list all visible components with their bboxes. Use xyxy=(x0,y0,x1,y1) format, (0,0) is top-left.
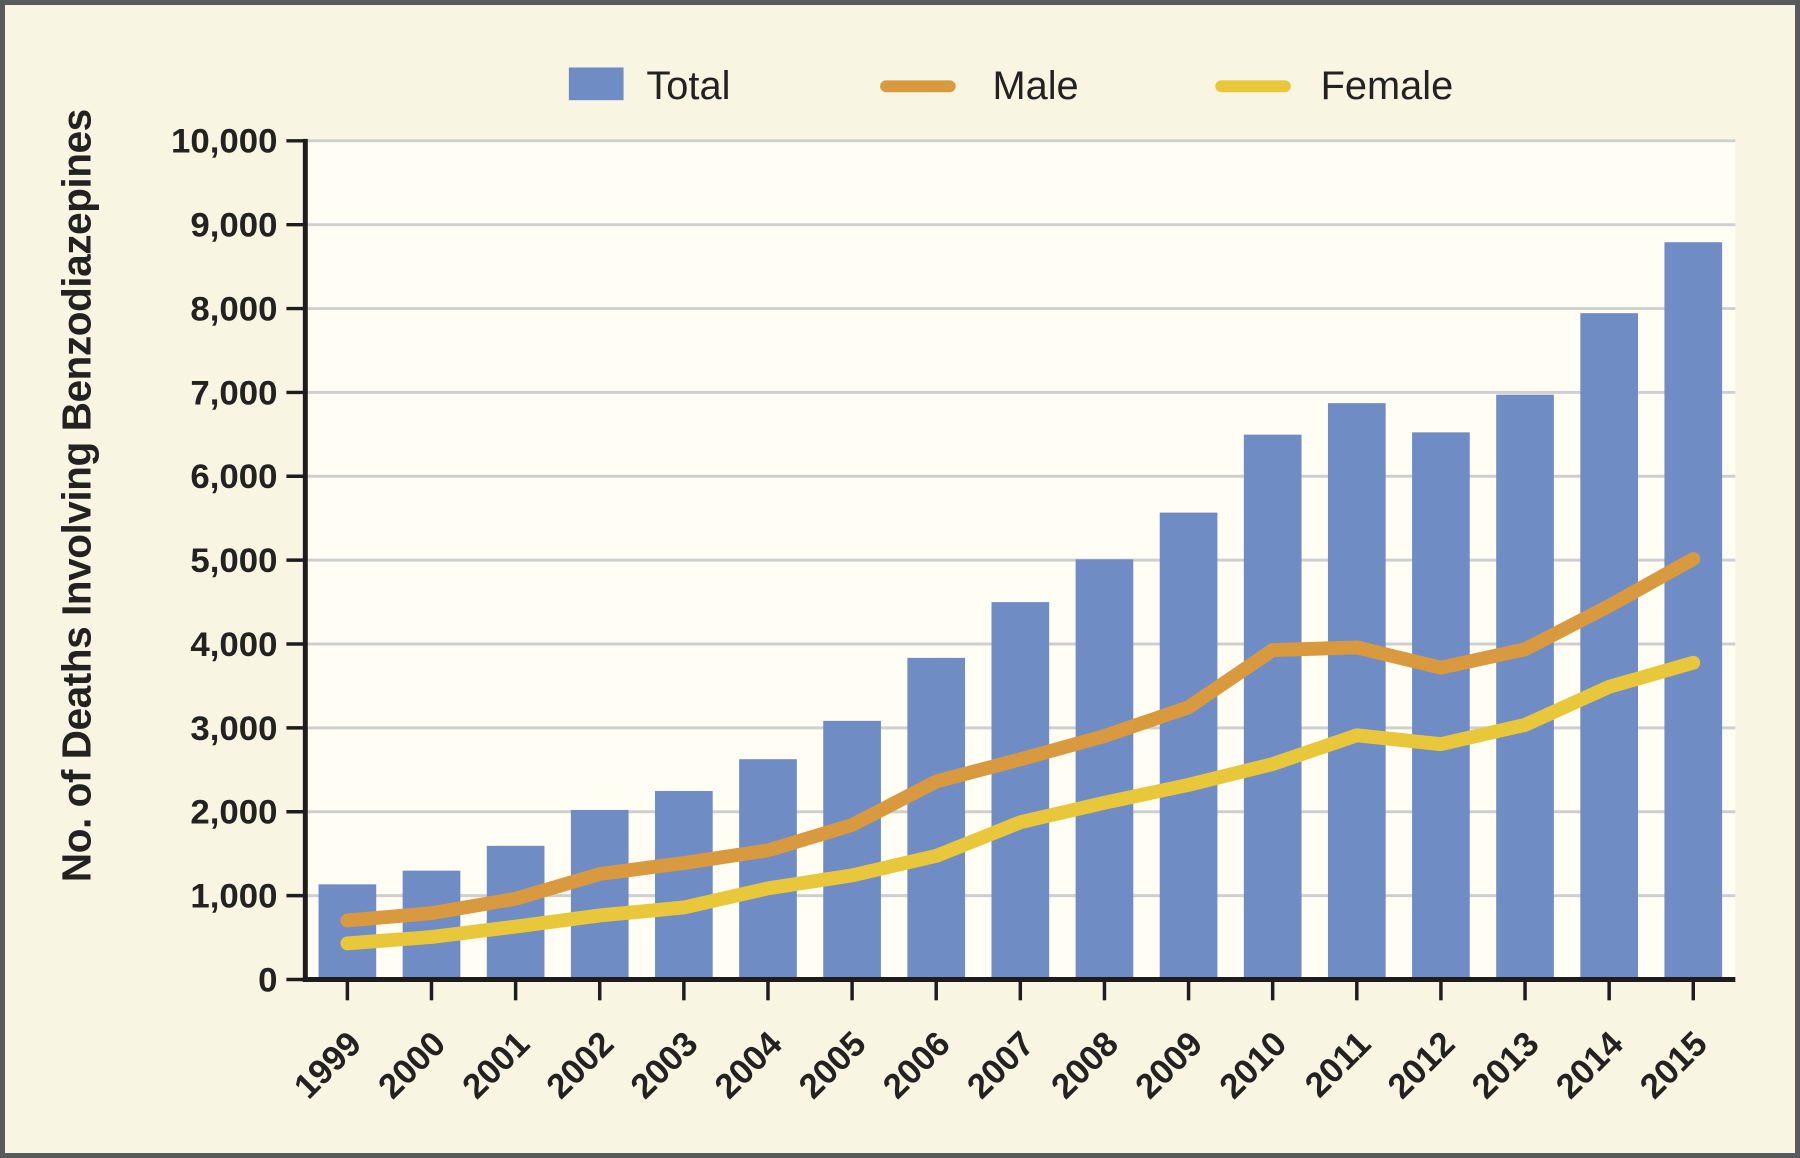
y-tick-label-3000: 3,000 xyxy=(190,710,277,748)
x-tick-label-2013: 2013 xyxy=(1465,1025,1547,1106)
male-line-swatch-icon xyxy=(880,80,956,93)
x-tick-label-2009: 2009 xyxy=(1128,1025,1210,1106)
y-tick-labels-layer: 0 1,000 2,000 3,000 4,000 5,000 6,000 7,000 8,00… xyxy=(171,123,277,1000)
x-tick-labels-layer: 1999 2000 2001 2002 2003 2004 2005 2006 2007 2008… xyxy=(287,1024,1715,1106)
x-tick-label-1999: 1999 xyxy=(287,1025,369,1106)
y-tick-label-5000: 5,000 xyxy=(190,542,277,580)
total-bar-2014 xyxy=(1580,313,1638,980)
y-tick-label-10000: 10,000 xyxy=(171,123,277,161)
y-tick-label-0: 0 xyxy=(258,961,277,999)
x-tick-label-2000: 2000 xyxy=(371,1025,453,1106)
x-tick-label-2005: 2005 xyxy=(792,1025,874,1106)
total-bar-2001 xyxy=(486,845,545,980)
y-axis-title: No. of Deaths Involving Benzodiazepines xyxy=(53,109,99,882)
total-bar-2011 xyxy=(1327,403,1386,980)
total-bar-2000 xyxy=(402,870,461,980)
total-bar-2007 xyxy=(991,602,1050,980)
legend-label-female: Female xyxy=(1321,64,1454,108)
x-tick-label-2008: 2008 xyxy=(1044,1025,1126,1106)
total-bars-layer xyxy=(318,242,1723,980)
x-tick-label-2011: 2011 xyxy=(1298,1025,1378,1105)
legend: Total Male Female xyxy=(568,64,1454,108)
total-bar-2012 xyxy=(1412,432,1470,980)
total-bar-2009 xyxy=(1159,512,1218,980)
y-tick-label-4000: 4,000 xyxy=(190,626,277,664)
y-tick-label-6000: 6,000 xyxy=(190,458,277,496)
female-trend-line xyxy=(340,655,1701,951)
x-tick-label-2006: 2006 xyxy=(876,1025,958,1106)
total-bar-2003 xyxy=(655,790,713,980)
total-bar-2015 xyxy=(1664,242,1723,980)
y-tick-label-7000: 7,000 xyxy=(190,374,277,412)
female-line-swatch-icon xyxy=(1215,80,1291,93)
total-bar-2006 xyxy=(907,657,966,980)
x-tick-label-2015: 2015 xyxy=(1633,1025,1715,1106)
y-tick-label-9000: 9,000 xyxy=(190,207,277,245)
y-tick-label-1000: 1,000 xyxy=(190,878,277,916)
total-bar-2002 xyxy=(570,809,629,980)
legend-label-total: Total xyxy=(646,64,730,108)
x-tick-label-2014: 2014 xyxy=(1549,1024,1631,1106)
male-trend-line xyxy=(340,552,1701,928)
x-tick-label-2012: 2012 xyxy=(1381,1025,1463,1106)
x-tick-label-2002: 2002 xyxy=(540,1025,622,1106)
axes-layer xyxy=(286,138,1736,1001)
x-tick-label-2001: 2001 xyxy=(456,1025,538,1106)
total-bar-2004 xyxy=(739,759,797,980)
trend-lines-layer xyxy=(340,552,1701,951)
total-bar-2013 xyxy=(1496,394,1554,980)
benzodiazepine-deaths-chart: 0 1,000 2,000 3,000 4,000 5,000 6,000 7,000 8,00… xyxy=(53,64,1736,1106)
total-bar-2008 xyxy=(1075,559,1134,980)
total-bar-1999 xyxy=(318,884,377,980)
x-tick-label-2003: 2003 xyxy=(624,1025,706,1106)
total-swatch-icon xyxy=(568,67,624,101)
x-tick-label-2004: 2004 xyxy=(708,1024,790,1106)
legend-label-male: Male xyxy=(992,64,1078,108)
x-tick-label-2007: 2007 xyxy=(960,1025,1042,1106)
total-bar-2005 xyxy=(823,720,881,980)
y-tick-label-2000: 2,000 xyxy=(190,794,277,832)
y-tick-label-8000: 8,000 xyxy=(190,290,277,328)
total-bar-2010 xyxy=(1243,434,1302,980)
x-tick-label-2010: 2010 xyxy=(1213,1025,1295,1106)
